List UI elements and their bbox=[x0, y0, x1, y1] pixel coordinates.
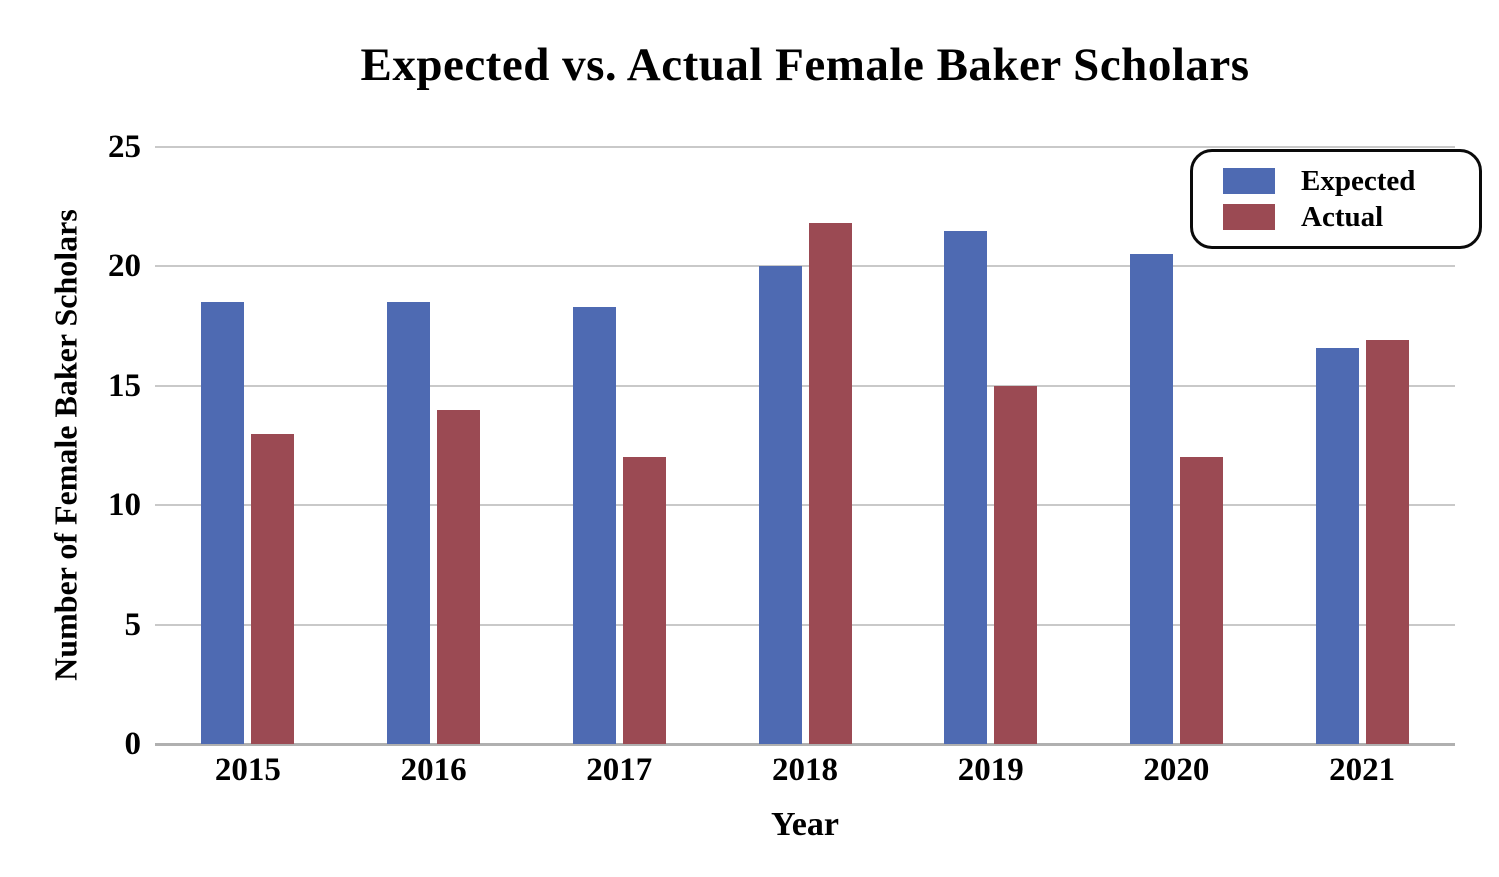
bar-expected-2016 bbox=[387, 302, 431, 744]
legend-label: Actual bbox=[1301, 200, 1384, 233]
y-tick-label: 0 bbox=[124, 726, 142, 762]
x-tick-label: 2019 bbox=[957, 752, 1024, 788]
gridline bbox=[155, 265, 1455, 268]
gridline bbox=[155, 623, 1455, 626]
gridline bbox=[155, 504, 1455, 507]
y-tick-label: 20 bbox=[108, 248, 141, 285]
bar-expected-2018 bbox=[758, 266, 802, 744]
x-tick-label: 2016 bbox=[400, 752, 467, 788]
x-axis-baseline bbox=[155, 743, 1455, 746]
legend: Expected Actual bbox=[1190, 149, 1482, 249]
legend-label: Expected bbox=[1301, 164, 1416, 197]
bar-expected-2021 bbox=[1315, 347, 1359, 744]
x-tick-label: 2021 bbox=[1329, 752, 1396, 788]
y-axis-title: Number of Female Baker Scholars bbox=[47, 209, 84, 681]
x-tick-label: 2017 bbox=[586, 752, 653, 788]
legend-swatch-expected bbox=[1223, 168, 1275, 194]
x-axis-title: Year bbox=[771, 806, 839, 843]
gridline bbox=[155, 146, 1455, 148]
bar-expected-2015 bbox=[201, 302, 245, 744]
x-tick-label: 2015 bbox=[214, 752, 281, 788]
bar-actual-2015 bbox=[251, 433, 295, 744]
plot-area bbox=[155, 146, 1455, 746]
y-tick-label: 25 bbox=[108, 129, 141, 165]
bar-actual-2020 bbox=[1179, 457, 1223, 744]
bar-actual-2021 bbox=[1365, 340, 1409, 744]
legend-swatch-actual bbox=[1223, 204, 1275, 230]
bar-actual-2019 bbox=[994, 385, 1038, 744]
legend-entry-expected: Expected bbox=[1223, 163, 1463, 199]
y-tick-label: 15 bbox=[108, 367, 141, 404]
legend-entry-actual: Actual bbox=[1223, 199, 1463, 235]
bar-actual-2018 bbox=[808, 223, 852, 744]
bar-expected-2020 bbox=[1129, 254, 1173, 744]
bar-expected-2017 bbox=[572, 307, 616, 744]
x-tick-label: 2020 bbox=[1143, 752, 1210, 788]
gridline bbox=[155, 384, 1455, 387]
x-tick-label: 2018 bbox=[772, 752, 838, 788]
bar-actual-2016 bbox=[437, 409, 481, 744]
bar-actual-2017 bbox=[622, 457, 666, 744]
y-tick-label: 5 bbox=[124, 606, 142, 643]
y-tick-label: 10 bbox=[108, 487, 141, 524]
chart-title: Expected vs. Actual Female Baker Scholar… bbox=[360, 39, 1250, 91]
bar-expected-2019 bbox=[944, 230, 988, 744]
